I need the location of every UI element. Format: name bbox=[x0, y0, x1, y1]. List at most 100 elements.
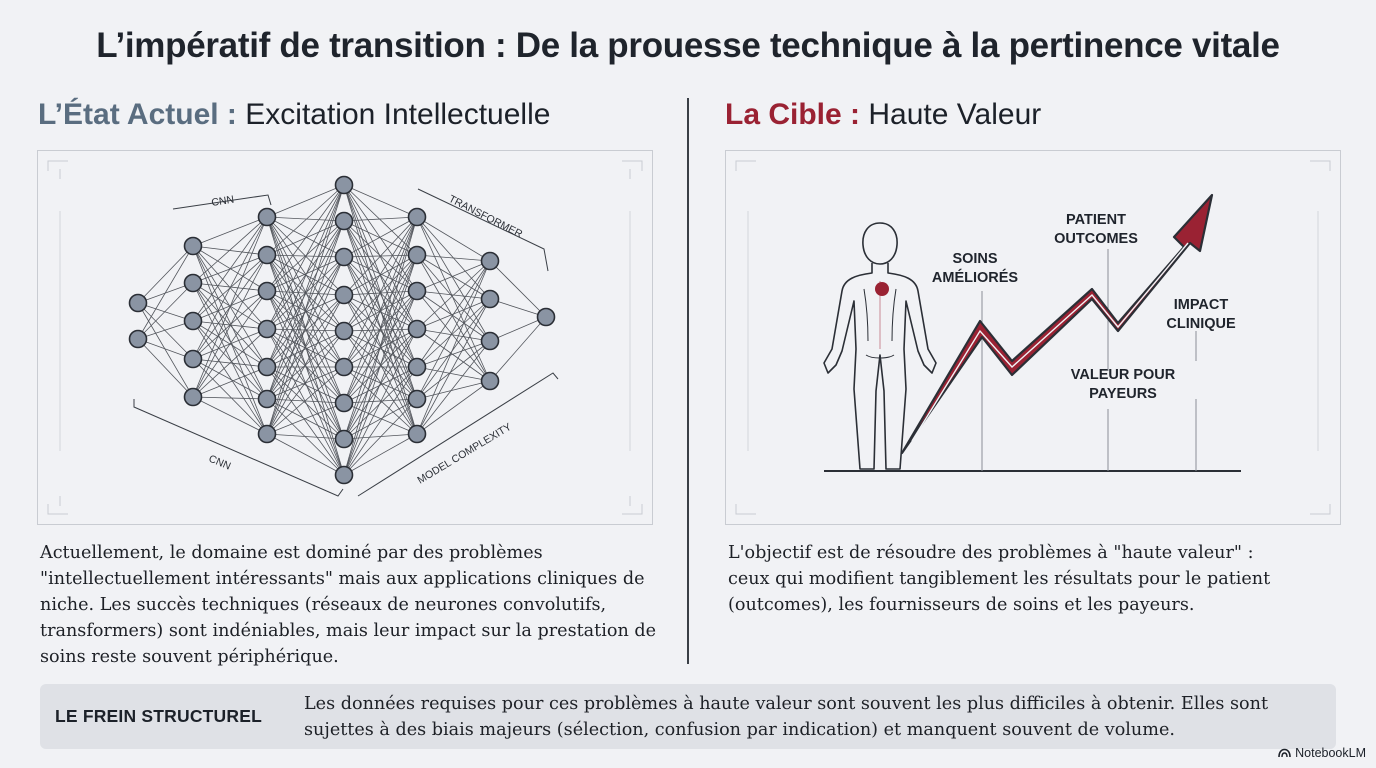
nn-edge bbox=[343, 216, 418, 222]
nn-edge bbox=[266, 220, 345, 435]
nn-edge bbox=[343, 433, 418, 476]
nn-edge bbox=[192, 216, 268, 398]
nn-edge bbox=[192, 358, 268, 400]
nn-edge bbox=[266, 184, 345, 435]
nn-edge bbox=[416, 260, 491, 368]
nn-node bbox=[128, 293, 148, 313]
nn-edge bbox=[416, 340, 491, 400]
nn-node bbox=[183, 273, 203, 293]
nn-edge bbox=[266, 366, 345, 440]
nn-edge bbox=[266, 184, 345, 368]
nn-edge bbox=[343, 216, 418, 404]
valeur-label-line2: PAYEURS bbox=[1089, 386, 1157, 402]
nn-node bbox=[536, 307, 556, 327]
page-title: L’impératif de transition : De la proues… bbox=[96, 26, 1280, 65]
nn-edge bbox=[416, 290, 491, 382]
nn-node bbox=[407, 389, 427, 409]
nn-edge bbox=[266, 294, 345, 435]
nn-edge bbox=[416, 260, 491, 400]
notebooklm-logo-icon bbox=[1278, 748, 1291, 758]
nn-edge bbox=[192, 320, 268, 400]
nn-node bbox=[407, 319, 427, 339]
nn-edge bbox=[416, 298, 491, 368]
nn-edge bbox=[343, 328, 418, 332]
nn-edge bbox=[343, 290, 418, 476]
nn-edge bbox=[416, 260, 491, 435]
nn-edge bbox=[266, 184, 345, 218]
nn-edge bbox=[343, 184, 418, 368]
soins-label-line2: AMÉLIORÉS bbox=[932, 269, 1019, 286]
nn-node bbox=[257, 245, 277, 265]
nn-edge bbox=[137, 302, 194, 360]
right-heading-key: La Cible : bbox=[725, 98, 861, 131]
nn-edge bbox=[266, 328, 345, 440]
nn-edge bbox=[416, 328, 491, 342]
nn-edge bbox=[416, 380, 491, 400]
nn-edge bbox=[266, 366, 345, 435]
nn-edge bbox=[266, 294, 345, 368]
nn-edge bbox=[192, 216, 268, 360]
nn-edge bbox=[343, 216, 418, 476]
left-heading-rest: Excitation Intellectuelle bbox=[245, 98, 551, 131]
nn-edge bbox=[192, 396, 268, 435]
nn-node bbox=[257, 424, 277, 444]
nn-edge bbox=[266, 290, 345, 368]
nn-edge bbox=[192, 328, 268, 398]
nn-node bbox=[183, 236, 203, 256]
nn-edge bbox=[489, 260, 547, 318]
nn-edge bbox=[343, 216, 418, 296]
nn-node bbox=[183, 349, 203, 369]
nn-edge bbox=[192, 290, 268, 360]
nn-edge bbox=[266, 433, 345, 476]
nn-node bbox=[334, 429, 354, 449]
nn-node bbox=[257, 281, 277, 301]
nn-edge bbox=[266, 256, 345, 368]
nn-edge bbox=[266, 328, 345, 404]
left-paragraph: Actuellement, le domaine est dominé par … bbox=[40, 543, 657, 667]
nn-node bbox=[480, 331, 500, 351]
nn-edge bbox=[192, 216, 268, 322]
nn-edge bbox=[266, 256, 345, 435]
banner-label: LE FREIN STRUCTUREL bbox=[55, 706, 262, 726]
nn-edge bbox=[266, 433, 345, 440]
nn-node bbox=[407, 245, 427, 265]
nn-node bbox=[257, 207, 277, 227]
nn-edge bbox=[192, 290, 268, 398]
rising-arrow-icon bbox=[900, 193, 1214, 455]
nn-node bbox=[334, 321, 354, 341]
nn-edge bbox=[137, 338, 194, 360]
nn-edge bbox=[192, 216, 268, 284]
nn-edge bbox=[266, 398, 345, 440]
banner-text: Les données requises pour ces problèmes … bbox=[304, 694, 1269, 740]
nn-edge bbox=[343, 398, 418, 476]
nn-edge bbox=[489, 298, 547, 318]
high-value-panel: SOINS AMÉLIORÉS PATIENT OUTCOMES IMPACT … bbox=[725, 150, 1341, 525]
nn-node bbox=[334, 175, 354, 195]
nn-edge bbox=[343, 366, 418, 404]
nn-edge bbox=[416, 340, 491, 368]
left-heading: L’État Actuel : Excitation Intellectuell… bbox=[38, 98, 550, 132]
nn-edge bbox=[266, 330, 345, 368]
heart-icon bbox=[875, 282, 889, 296]
nn-edge bbox=[266, 220, 345, 368]
nn-edge bbox=[343, 216, 418, 332]
nn-node bbox=[407, 207, 427, 227]
left-heading-key: L’État Actuel : bbox=[38, 98, 237, 131]
transformer-label: TRANSFORMER bbox=[447, 193, 525, 241]
nn-edge bbox=[137, 302, 194, 322]
nn-edge bbox=[192, 282, 268, 400]
nn-edge bbox=[489, 316, 547, 342]
neural-network-diagram: CNN TRANSFORMER CNN MODEL COMPLEXITY bbox=[47, 160, 643, 515]
nn-node bbox=[128, 329, 148, 349]
nn-edge bbox=[416, 290, 491, 342]
nn-edge bbox=[266, 220, 345, 292]
nn-edge bbox=[416, 260, 491, 292]
nn-node bbox=[334, 357, 354, 377]
nn-edge bbox=[343, 294, 418, 368]
nn-edge bbox=[343, 216, 418, 440]
nn-edge bbox=[266, 184, 345, 400]
nn-edge bbox=[416, 340, 491, 435]
nn-edge bbox=[266, 256, 345, 292]
nn-edge bbox=[416, 380, 491, 435]
nn-edge bbox=[343, 366, 418, 440]
